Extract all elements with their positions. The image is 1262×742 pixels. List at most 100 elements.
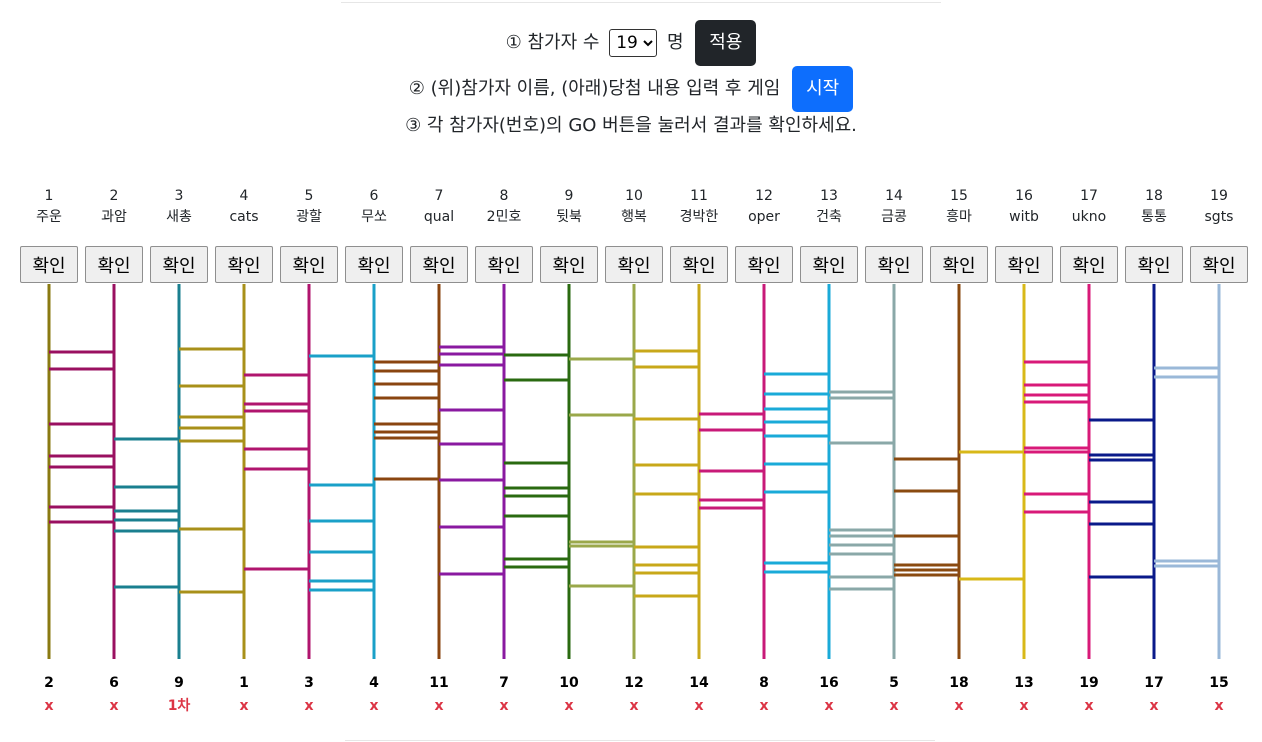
result-prize[interactable]: x: [759, 698, 769, 714]
result-number: 16: [819, 675, 839, 691]
result-prize[interactable]: x: [1214, 698, 1224, 714]
confirm-button[interactable]: 확인: [1060, 246, 1118, 283]
participant-number: 8: [499, 188, 509, 204]
result-prize[interactable]: x: [564, 698, 574, 714]
result-prize[interactable]: x: [889, 698, 899, 714]
result-prize[interactable]: x: [369, 698, 379, 714]
confirm-button[interactable]: 확인: [1190, 246, 1248, 283]
result-number: 10: [559, 675, 579, 691]
start-button[interactable]: 시작: [792, 66, 854, 112]
participant-number: 13: [820, 188, 838, 204]
participant-number: 4: [239, 188, 249, 204]
confirm-button[interactable]: 확인: [150, 246, 208, 283]
participant-name[interactable]: 새총: [166, 209, 192, 225]
result-prize[interactable]: x: [499, 698, 509, 714]
confirm-button[interactable]: 확인: [345, 246, 403, 283]
result-prize[interactable]: x: [954, 698, 964, 714]
step1-unit: 명: [666, 32, 684, 53]
participant-name[interactable]: 행복: [621, 209, 647, 225]
result-prize[interactable]: 1차: [167, 698, 191, 714]
participant-name[interactable]: 뒷북: [556, 209, 582, 225]
confirm-button[interactable]: 확인: [1125, 246, 1183, 283]
participant-number: 14: [885, 188, 903, 204]
participant-number: 7: [434, 188, 444, 204]
confirm-button[interactable]: 확인: [930, 246, 988, 283]
result-prize[interactable]: x: [629, 698, 639, 714]
confirm-button[interactable]: 확인: [735, 246, 793, 283]
step2-text: ② (위)참가자 이름, (아래)당첨 내용 입력 후 게임: [408, 78, 781, 99]
participant-count-select[interactable]: 19: [609, 29, 658, 57]
result-number: 13: [1014, 675, 1034, 691]
confirm-button[interactable]: 확인: [995, 246, 1053, 283]
top-divider: [341, 2, 941, 3]
participant-name[interactable]: 건축: [816, 209, 842, 225]
participant-name[interactable]: 광할: [296, 209, 322, 225]
result-number: 14: [689, 675, 709, 691]
confirm-button[interactable]: 확인: [605, 246, 663, 283]
participant-name[interactable]: 2민호: [486, 209, 522, 225]
participant-name[interactable]: 흥마: [946, 209, 972, 225]
step3-text: ③ 각 참가자(번호)의 GO 버튼을 눌러서 결과를 확인하세요.: [405, 115, 857, 136]
participant-name[interactable]: 통통: [1141, 209, 1167, 225]
participant-number: 1: [44, 188, 54, 204]
participant-number: 5: [304, 188, 314, 204]
result-number: 6: [109, 675, 119, 691]
result-prize[interactable]: x: [824, 698, 834, 714]
participant-name[interactable]: 과암: [101, 209, 127, 225]
step1-row: ① 참가자 수 19 명 적용: [0, 20, 1262, 66]
result-prize[interactable]: x: [434, 698, 444, 714]
participant-name[interactable]: oper: [748, 209, 780, 225]
participant-number: 18: [1145, 188, 1163, 204]
result-prize[interactable]: x: [239, 698, 249, 714]
confirm-button[interactable]: 확인: [20, 246, 78, 283]
participant-name[interactable]: witb: [1009, 209, 1039, 225]
result-prize[interactable]: x: [1084, 698, 1094, 714]
confirm-button[interactable]: 확인: [280, 246, 338, 283]
participant-name[interactable]: 주운: [36, 209, 62, 225]
result-prize[interactable]: x: [1149, 698, 1159, 714]
participant-number: 9: [564, 188, 574, 204]
participant-number: 3: [174, 188, 184, 204]
confirm-button[interactable]: 확인: [865, 246, 923, 283]
result-number: 17: [1144, 675, 1164, 691]
confirm-button[interactable]: 확인: [540, 246, 598, 283]
participant-number: 15: [950, 188, 968, 204]
participant-name[interactable]: 금콩: [881, 209, 907, 225]
result-prize[interactable]: x: [1019, 698, 1029, 714]
result-number: 4: [369, 675, 379, 691]
result-number: 7: [499, 675, 509, 691]
participant-name[interactable]: qual: [423, 209, 455, 225]
step2-row: ② (위)참가자 이름, (아래)당첨 내용 입력 후 게임 시작: [0, 66, 1262, 112]
result-number: 1: [239, 675, 249, 691]
result-prize[interactable]: x: [109, 698, 119, 714]
bottom-divider: [345, 740, 935, 741]
participant-number: 6: [369, 188, 379, 204]
confirm-button[interactable]: 확인: [85, 246, 143, 283]
result-prize[interactable]: x: [694, 698, 704, 714]
result-number: 15: [1209, 675, 1229, 691]
result-number: 11: [429, 675, 449, 691]
apply-button[interactable]: 적용: [695, 20, 757, 66]
confirm-button[interactable]: 확인: [410, 246, 468, 283]
result-number: 8: [759, 675, 769, 691]
result-number: 3: [304, 675, 314, 691]
result-prize[interactable]: x: [304, 698, 314, 714]
result-number: 2: [44, 675, 54, 691]
participant-name[interactable]: sgts: [1204, 209, 1234, 225]
participant-number: 16: [1015, 188, 1033, 204]
participant-number: 12: [755, 188, 773, 204]
confirm-button[interactable]: 확인: [475, 246, 533, 283]
participant-name[interactable]: cats: [229, 209, 259, 225]
participant-name[interactable]: 경박한: [679, 209, 719, 225]
participant-number: 17: [1080, 188, 1098, 204]
participant-name[interactable]: 무쏘: [361, 209, 387, 225]
participant-number: 10: [625, 188, 643, 204]
participant-number: 19: [1210, 188, 1228, 204]
confirm-button[interactable]: 확인: [215, 246, 273, 283]
confirm-button[interactable]: 확인: [670, 246, 728, 283]
result-prize[interactable]: x: [44, 698, 54, 714]
participant-name[interactable]: ukno: [1071, 209, 1107, 225]
confirm-button[interactable]: 확인: [800, 246, 858, 283]
participant-number: 2: [109, 188, 119, 204]
